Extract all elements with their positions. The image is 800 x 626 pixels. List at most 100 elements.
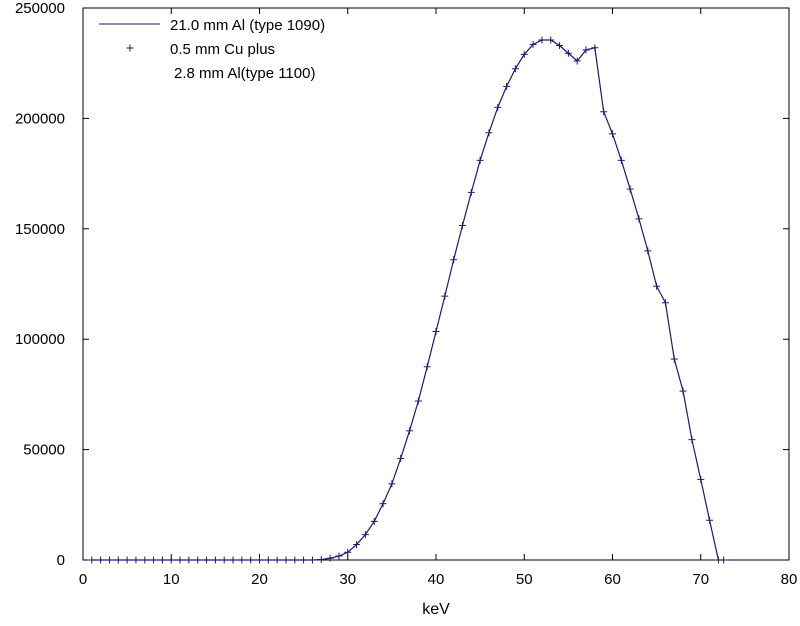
data-point-marker xyxy=(688,436,696,444)
data-point-marker xyxy=(194,556,202,564)
data-point-marker xyxy=(511,65,519,73)
data-point-marker xyxy=(114,556,122,564)
y-tick-label: 50000 xyxy=(23,442,65,459)
data-point-marker xyxy=(256,556,263,564)
x-axis-ticks: 0 10 20 30 40 50 60 70 80 xyxy=(79,8,798,588)
data-point-marker xyxy=(609,130,616,138)
y-tick-label: 150000 xyxy=(15,221,65,238)
data-point-marker xyxy=(229,556,237,564)
data-point-marker xyxy=(458,221,466,229)
data-point-marker xyxy=(282,556,290,564)
x-tick-label: 0 xyxy=(79,571,87,588)
data-point-marker xyxy=(105,556,113,564)
data-point-marker xyxy=(335,552,343,560)
data-point-marker xyxy=(300,556,308,564)
data-point-marker xyxy=(370,517,378,525)
data-point-marker xyxy=(238,556,246,564)
x-tick-label: 60 xyxy=(604,571,621,588)
data-point-marker xyxy=(529,40,537,48)
data-point-marker xyxy=(167,556,175,564)
data-point-marker xyxy=(476,156,484,164)
y-tick-label: 200000 xyxy=(15,110,65,127)
legend-plus-glyph xyxy=(126,44,134,52)
data-point-marker xyxy=(88,556,96,564)
data-point-marker xyxy=(150,556,158,564)
data-point-marker xyxy=(326,554,334,562)
data-point-marker xyxy=(97,556,105,564)
y-axis-ticks: 0 50000 100000 150000 200000 250000 xyxy=(15,0,789,569)
data-point-marker xyxy=(414,397,422,405)
legend-label-series-2-line-2: 2.8 mm Al(type 1100) xyxy=(174,65,315,82)
x-tick-label: 10 xyxy=(163,571,180,588)
legend: 21.0 mm Al (type 1090) 0.5 mm Cu plus 2.… xyxy=(99,17,325,82)
data-point-marker xyxy=(432,327,440,335)
data-point-marker xyxy=(247,556,255,564)
data-point-marker xyxy=(353,541,361,549)
data-point-marker xyxy=(185,556,193,564)
data-point-marker xyxy=(661,299,669,307)
series-layer xyxy=(88,36,728,564)
data-point-marker xyxy=(291,556,299,564)
data-point-marker xyxy=(547,36,555,44)
data-point-marker xyxy=(344,548,352,556)
legend-label-series-1: 21.0 mm Al (type 1090) xyxy=(170,17,325,34)
x-tick-label: 30 xyxy=(339,571,356,588)
data-point-marker xyxy=(379,500,387,508)
data-point-marker xyxy=(573,57,581,65)
x-tick-label: 50 xyxy=(516,571,533,588)
series-line-1 xyxy=(91,39,724,561)
data-point-marker xyxy=(388,480,396,488)
data-point-marker xyxy=(720,556,728,564)
data-point-marker xyxy=(485,129,493,137)
data-point-marker xyxy=(273,556,281,564)
data-point-marker xyxy=(653,282,661,290)
data-point-marker xyxy=(556,42,564,50)
data-point-marker xyxy=(158,556,166,564)
data-point-marker xyxy=(520,50,528,58)
data-point-marker xyxy=(538,36,546,44)
data-point-marker xyxy=(406,427,414,435)
legend-label-series-2: 0.5 mm Cu plus xyxy=(170,41,275,58)
y-tick-label: 0 xyxy=(57,552,65,569)
data-point-marker xyxy=(203,556,211,564)
x-tick-label: 80 xyxy=(781,571,798,588)
data-point-marker xyxy=(123,556,131,564)
data-point-marker xyxy=(564,49,572,57)
data-point-marker xyxy=(467,188,475,196)
y-tick-label: 250000 xyxy=(15,0,65,17)
data-point-marker xyxy=(644,247,652,255)
data-point-marker xyxy=(697,475,705,483)
legend-swatch-plus-marker xyxy=(126,44,134,52)
data-point-marker xyxy=(397,454,405,462)
data-point-marker xyxy=(591,44,599,52)
series-markers-2 xyxy=(88,36,728,564)
x-axis-title: keV xyxy=(422,601,450,618)
data-point-marker xyxy=(220,556,228,564)
data-point-marker xyxy=(423,363,431,371)
data-point-marker xyxy=(706,516,714,524)
data-point-marker xyxy=(441,292,449,300)
data-point-marker xyxy=(679,387,687,395)
data-point-marker xyxy=(503,82,511,90)
data-point-marker xyxy=(132,556,140,564)
x-tick-label: 40 xyxy=(428,571,445,588)
data-point-marker xyxy=(635,215,643,223)
x-tick-label: 70 xyxy=(692,571,709,588)
y-tick-label: 100000 xyxy=(15,331,65,348)
data-point-marker xyxy=(141,556,149,564)
data-point-marker xyxy=(670,355,678,363)
data-point-marker xyxy=(582,46,590,54)
data-point-marker xyxy=(494,103,502,111)
plot-area-frame xyxy=(82,7,790,561)
data-point-marker xyxy=(600,108,608,116)
data-point-marker xyxy=(308,556,316,564)
data-point-marker xyxy=(264,556,272,564)
data-point-marker xyxy=(617,156,625,164)
data-point-marker xyxy=(211,556,219,564)
x-tick-label: 20 xyxy=(251,571,268,588)
data-point-marker xyxy=(361,531,369,539)
data-point-marker xyxy=(626,185,634,193)
data-point-marker xyxy=(317,556,325,564)
data-point-marker xyxy=(176,556,184,564)
